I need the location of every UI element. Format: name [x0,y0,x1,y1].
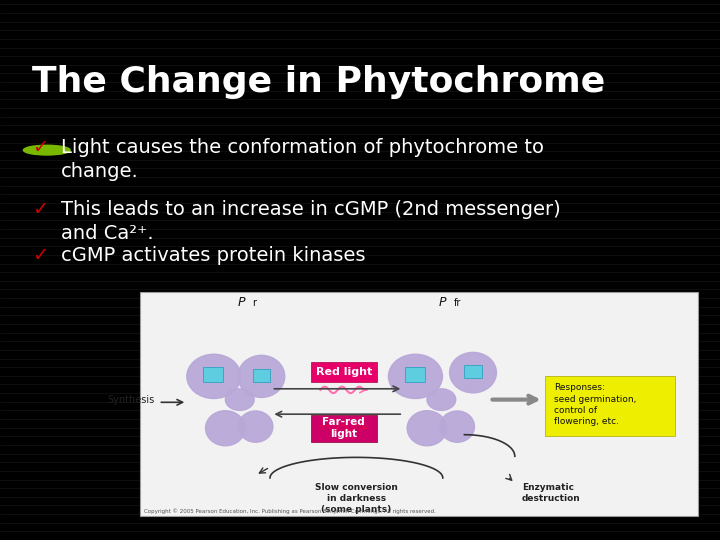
Text: Copyright © 2005 Pearson Education, Inc. Publishing as Pearson Benjamin Cummings: Copyright © 2005 Pearson Education, Inc.… [144,508,436,514]
FancyBboxPatch shape [405,367,425,382]
FancyBboxPatch shape [203,367,223,382]
Text: P: P [439,296,446,309]
Ellipse shape [440,411,474,442]
Text: ✓: ✓ [32,246,49,265]
FancyBboxPatch shape [545,376,675,436]
Text: Responses:
seed germination,
control of
flowering, etc.: Responses: seed germination, control of … [554,383,636,426]
Ellipse shape [238,411,273,442]
Ellipse shape [389,354,442,399]
Text: P: P [238,296,245,309]
Text: Enzymatic
destruction: Enzymatic destruction [522,483,581,503]
Text: This leads to an increase in cGMP (2nd messenger)
and Ca²⁺.: This leads to an increase in cGMP (2nd m… [61,200,561,243]
Ellipse shape [427,389,456,410]
FancyBboxPatch shape [311,362,377,382]
Text: r: r [252,298,256,308]
Text: fr: fr [454,298,461,308]
FancyBboxPatch shape [140,292,698,516]
Text: ✓: ✓ [32,200,49,219]
Text: Far-red
light: Far-red light [323,417,365,439]
Text: Light causes the conformation of phytochrome to
change.: Light causes the conformation of phytoch… [61,138,544,181]
Ellipse shape [187,354,240,399]
Ellipse shape [205,410,245,445]
FancyBboxPatch shape [311,415,377,442]
FancyBboxPatch shape [253,369,270,382]
Ellipse shape [407,410,446,445]
Text: cGMP activates protein kinases: cGMP activates protein kinases [61,246,366,265]
Text: ✓: ✓ [32,138,49,157]
Text: The Change in Phytochrome: The Change in Phytochrome [32,65,606,99]
Text: Red light: Red light [315,367,372,377]
Ellipse shape [449,352,497,393]
Text: Synthesis: Synthesis [107,395,155,405]
Ellipse shape [23,145,71,155]
Ellipse shape [238,355,285,397]
Ellipse shape [225,389,254,410]
Text: Slow conversion
in darkness
(some plants): Slow conversion in darkness (some plants… [315,483,398,515]
FancyBboxPatch shape [464,365,482,378]
